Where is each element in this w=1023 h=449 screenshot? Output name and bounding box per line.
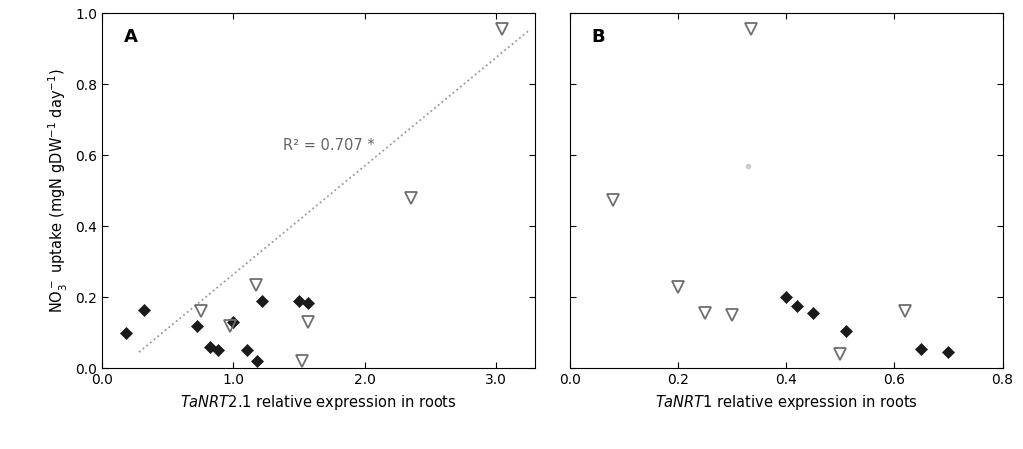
Y-axis label: NO$_3^-$ uptake (mgN gDW$^{-1}$ day$^{-1}$): NO$_3^-$ uptake (mgN gDW$^{-1}$ day$^{-1… <box>47 68 70 313</box>
Text: A: A <box>124 28 138 46</box>
Text: R² = 0.707 *: R² = 0.707 * <box>283 138 375 153</box>
Text: B: B <box>591 28 605 46</box>
X-axis label: $\mathit{TaNRT2.1}$ relative expression in roots: $\mathit{TaNRT2.1}$ relative expression … <box>180 392 457 412</box>
X-axis label: $\mathit{TaNRT1}$ relative expression in roots: $\mathit{TaNRT1}$ relative expression in… <box>655 392 918 412</box>
